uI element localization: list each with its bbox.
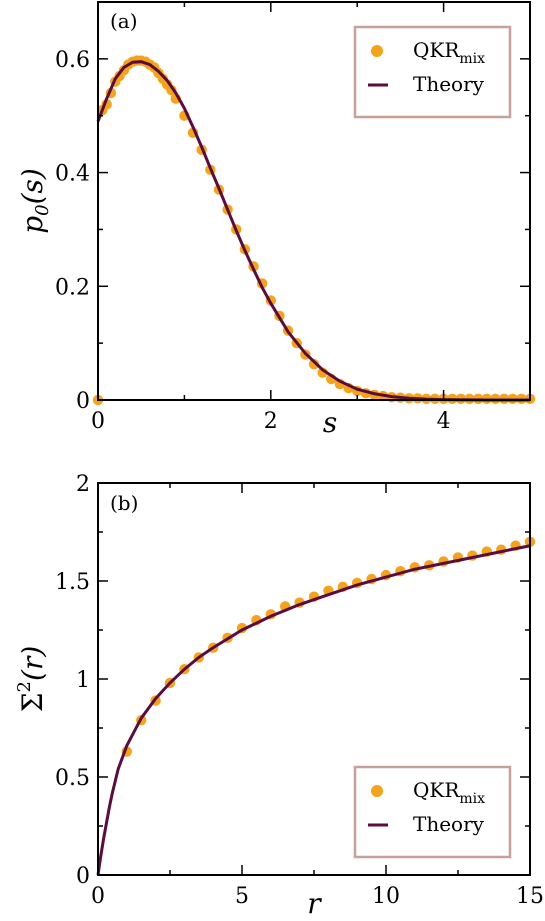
x-tick-label: 10 xyxy=(372,884,400,909)
y-tick-label: 0.4 xyxy=(55,162,90,187)
legend-marker-circle xyxy=(371,785,383,797)
y-tick-label: 0.6 xyxy=(55,48,90,73)
x-axis-label: s xyxy=(323,406,337,439)
y-axis-label: Σ2(r) xyxy=(14,646,49,712)
x-tick-label: 15 xyxy=(516,884,544,909)
legend-label-main: Theory xyxy=(413,72,485,96)
legend-box xyxy=(353,25,512,119)
legend-label-main: QKR xyxy=(413,38,460,62)
y-label-sub: 0 xyxy=(32,204,53,215)
theory-line xyxy=(96,60,531,402)
y-tick-label: 1.5 xyxy=(55,570,90,595)
x-tick-label: 2 xyxy=(264,409,278,434)
y-label-rest: (r) xyxy=(16,646,49,681)
panel-label: (a) xyxy=(110,9,138,33)
x-tick-label: 0 xyxy=(91,884,105,909)
legend-box xyxy=(353,765,512,859)
y-label-rest: (s) xyxy=(16,168,49,204)
theory-line xyxy=(96,544,531,876)
x-tick-label: 0 xyxy=(91,409,105,434)
y-tick-label: 0.2 xyxy=(55,275,90,300)
legend-label-sub: mix xyxy=(459,51,485,67)
legend-label: Theory xyxy=(413,72,485,96)
plot-frame xyxy=(97,1,531,401)
y-axis-label: p0(s) xyxy=(16,168,53,234)
x-tick-label: 4 xyxy=(437,409,451,434)
y-label-sup: 2 xyxy=(14,681,35,692)
legend-label: Theory xyxy=(413,812,485,836)
legend-label-main: Theory xyxy=(413,812,485,836)
y-tick-label: 0 xyxy=(76,389,90,414)
legend-label: QKRmix xyxy=(413,38,485,67)
y-tick-label: 0 xyxy=(76,864,90,889)
legend-label-main: QKR xyxy=(413,778,460,802)
y-tick-label: 0.5 xyxy=(55,766,90,791)
legend-label: QKRmix xyxy=(413,778,485,807)
x-axis-label: r xyxy=(307,887,322,920)
data-point xyxy=(308,358,320,370)
y-tick-label: 2 xyxy=(76,472,90,497)
x-tick-label: 5 xyxy=(235,884,249,909)
y-label-main: p xyxy=(16,216,49,234)
legend-label-sub: mix xyxy=(459,791,485,807)
y-tick-label: 1 xyxy=(76,668,90,693)
panel-label: (b) xyxy=(110,491,138,515)
y-label-main: Σ xyxy=(16,692,49,712)
legend-marker-circle xyxy=(371,45,383,57)
